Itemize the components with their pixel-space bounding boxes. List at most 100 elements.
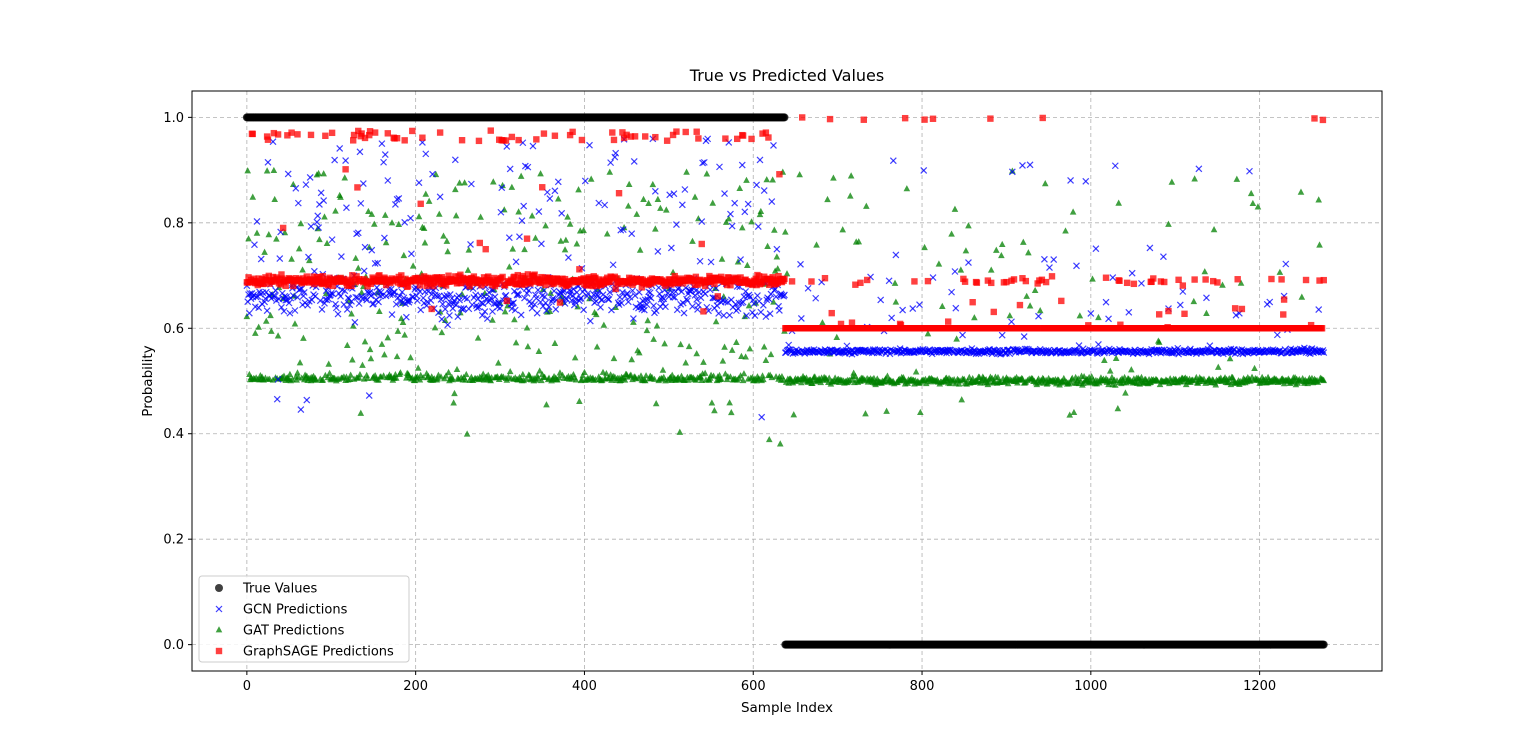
gat-point bbox=[1315, 196, 1323, 203]
gat-point bbox=[809, 379, 816, 387]
gat-point bbox=[1165, 220, 1172, 227]
gat-point bbox=[955, 380, 963, 387]
gat-point bbox=[381, 351, 388, 358]
gat-point bbox=[703, 170, 711, 177]
gcn-point bbox=[402, 313, 410, 321]
gat-point bbox=[994, 373, 1002, 381]
gcn-point bbox=[317, 189, 325, 197]
gat-point bbox=[862, 410, 869, 417]
graphsage-point bbox=[393, 134, 401, 142]
gat-point bbox=[650, 335, 657, 342]
gat-point bbox=[419, 373, 427, 381]
gat-point bbox=[332, 207, 339, 214]
gat-point bbox=[420, 224, 428, 231]
gat-point bbox=[574, 303, 581, 310]
gcn-point bbox=[355, 300, 363, 307]
graphsage-point bbox=[264, 136, 272, 143]
gat-point bbox=[738, 224, 746, 231]
graphsage-point bbox=[523, 235, 531, 242]
gcn-point bbox=[274, 375, 282, 383]
graphsage-point bbox=[1130, 280, 1138, 288]
gat-point bbox=[288, 255, 295, 262]
graphsage-point bbox=[609, 129, 616, 136]
gat-point bbox=[819, 319, 826, 326]
gat-point bbox=[654, 195, 662, 202]
gat-point bbox=[321, 213, 328, 220]
gat-point bbox=[337, 193, 344, 200]
gcn-point bbox=[413, 297, 421, 305]
gat-point bbox=[532, 234, 539, 241]
graphsage-point bbox=[556, 299, 564, 306]
gat-point bbox=[462, 376, 469, 383]
graphsage-point bbox=[1231, 305, 1239, 312]
gat-point bbox=[245, 235, 252, 242]
gat-point bbox=[1101, 356, 1108, 364]
gat-point bbox=[770, 298, 777, 305]
gcn-point bbox=[297, 406, 305, 413]
gcn-point bbox=[353, 294, 361, 301]
gat-point bbox=[741, 312, 749, 320]
graphsage-point bbox=[860, 116, 868, 123]
gcn-point bbox=[370, 290, 378, 298]
gat-point bbox=[501, 308, 509, 315]
gat-point bbox=[244, 167, 252, 174]
gat-point bbox=[738, 352, 745, 359]
gat-point bbox=[394, 327, 402, 334]
gcn-point bbox=[276, 255, 284, 262]
gat-point bbox=[445, 368, 452, 376]
gcn-point bbox=[342, 157, 350, 165]
graphsage-point bbox=[475, 137, 483, 145]
gat-point bbox=[1219, 281, 1226, 288]
gat-point bbox=[315, 169, 322, 177]
gcn-point bbox=[384, 177, 392, 184]
gat-point bbox=[452, 212, 460, 219]
gat-point bbox=[1237, 279, 1245, 286]
gcn-point bbox=[289, 292, 297, 299]
gat-point bbox=[249, 193, 257, 200]
gat-point bbox=[1191, 175, 1198, 182]
graphsage-point bbox=[502, 137, 510, 144]
gcn-point bbox=[263, 307, 271, 315]
gat-point bbox=[349, 322, 357, 329]
gat-point bbox=[395, 220, 403, 227]
gat-point bbox=[636, 246, 644, 253]
graphsage-point bbox=[988, 279, 995, 287]
gat-point bbox=[640, 195, 647, 203]
graphsage-point bbox=[929, 115, 937, 122]
graphsage-point bbox=[652, 133, 659, 141]
graphsage-point bbox=[848, 319, 856, 326]
graphsage-point bbox=[921, 116, 928, 123]
gat-point bbox=[682, 359, 690, 366]
gat-point bbox=[270, 166, 278, 174]
gat-point bbox=[759, 372, 766, 379]
gat-point bbox=[440, 232, 447, 239]
gat-point bbox=[958, 396, 966, 403]
gat-point bbox=[524, 343, 532, 350]
gcn-point bbox=[291, 307, 299, 314]
gat-point bbox=[580, 226, 587, 234]
gat-point bbox=[998, 240, 1006, 248]
gat-point bbox=[661, 340, 668, 347]
gat-point bbox=[1233, 175, 1241, 182]
gat-point bbox=[957, 266, 965, 273]
gat-point bbox=[1203, 309, 1210, 316]
gat-point bbox=[359, 361, 366, 368]
gcn-point bbox=[381, 234, 388, 242]
gat-point bbox=[1297, 188, 1305, 195]
gat-point bbox=[757, 207, 765, 215]
gat-point bbox=[1026, 302, 1034, 309]
gcn-point bbox=[294, 199, 302, 207]
gat-point bbox=[489, 178, 497, 185]
gcn-point bbox=[320, 197, 328, 204]
gat-point bbox=[547, 289, 554, 296]
gat-point bbox=[603, 369, 610, 377]
gat-point bbox=[700, 358, 707, 365]
gat-point bbox=[300, 334, 307, 341]
gat-point bbox=[998, 251, 1005, 259]
graphsage-point bbox=[987, 115, 994, 122]
gat-point bbox=[382, 239, 390, 246]
gcn-point bbox=[340, 301, 348, 308]
gat-point bbox=[573, 240, 581, 247]
gat-point bbox=[697, 373, 705, 380]
gat-point bbox=[600, 321, 608, 328]
